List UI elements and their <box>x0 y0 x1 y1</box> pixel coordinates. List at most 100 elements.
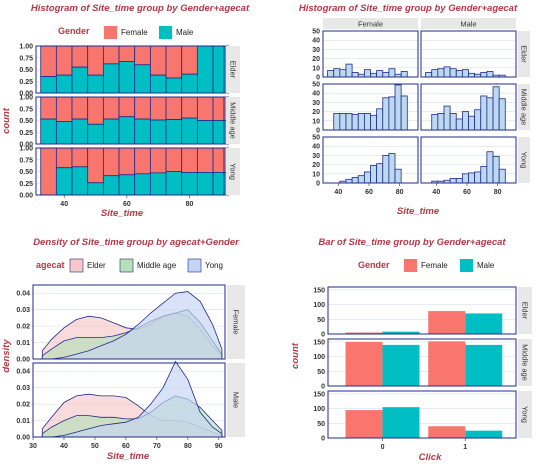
chart-1-x-tick-label: 60 <box>123 201 131 208</box>
chart-2-panel-middle-age-female-y-tick-label: 40 <box>312 91 320 98</box>
chart-3-panel-female-y-tick-label: 0.02 <box>16 324 30 331</box>
chart-2-panel-yong-female-y-tick-label: 0 <box>316 181 320 188</box>
bar-female <box>40 96 57 120</box>
chart-2-row-middle-age-strip-label: Middle age <box>520 89 529 126</box>
bar-female <box>181 96 198 119</box>
histogram-bar <box>480 95 488 131</box>
histogram-bar <box>461 69 469 78</box>
histogram-bar <box>382 72 390 78</box>
chart-2-panel-middle-age-female-y-tick-label: 20 <box>312 109 320 116</box>
chart-4-panel-yong-y-tick-label: 50 <box>317 421 325 428</box>
chart-3-legend: agecat Elder Middle age Yong <box>36 258 223 273</box>
histogram-bar <box>474 109 482 131</box>
bar-male <box>149 74 167 94</box>
chart-1-x-tick-label: 40 <box>60 201 68 208</box>
chart-3-panel-female-strip <box>227 285 245 359</box>
histogram-bar <box>474 171 482 184</box>
bar-male <box>55 121 73 145</box>
density-area-yong <box>42 291 223 360</box>
bar-female <box>181 45 198 75</box>
chart-2-column-female-strip <box>323 18 418 29</box>
chart-3-legend-swatch-middle-age <box>119 258 134 273</box>
bar-female <box>149 147 167 174</box>
chart-2: Histogram of Site_time group by Gender+a… <box>299 3 530 217</box>
histogram-bar <box>431 69 439 78</box>
bar-female <box>71 147 89 168</box>
chart-3-panel-male-y-tick-label: 0.00 <box>16 435 30 442</box>
bar-female <box>118 147 136 176</box>
bar-male <box>87 182 104 196</box>
bar-male <box>196 172 214 196</box>
chart-3-legend-swatch-yong <box>187 258 202 273</box>
chart-4-panel-elder-y-tick-label: 50 <box>317 317 325 324</box>
chart-3-panel-female-frame <box>32 284 226 360</box>
bar-male <box>149 172 167 196</box>
histogram-bar <box>443 105 451 131</box>
bar-male <box>149 119 167 145</box>
bar-female <box>87 45 104 76</box>
histogram-bar <box>376 70 384 78</box>
histogram-bar <box>437 68 445 78</box>
bar-male <box>87 74 104 94</box>
bar-female <box>134 147 151 175</box>
chart-4-plot: 0 50 100 150 Elder 0 50 100 150 Middle age 0 50 100 1… <box>313 286 532 451</box>
bar-male <box>118 61 136 94</box>
chart-2-panel-yong-female-y-tick-label: 30 <box>312 153 320 160</box>
bar-male <box>465 344 503 386</box>
histogram-bar <box>455 70 463 78</box>
bar-male <box>165 171 183 196</box>
histogram-bar <box>363 113 371 131</box>
chart-1-panel-yong-y-tick-label: 0.25 <box>19 181 33 188</box>
chart-2-x-tick-label: 80 <box>396 189 404 196</box>
histogram-bar <box>492 86 500 131</box>
bar-male <box>465 313 503 334</box>
chart-3-panel-female-y-tick-label: 0.01 <box>16 340 30 347</box>
chart-1-panel-yong-frame <box>35 147 225 196</box>
histogram-bar <box>382 154 390 184</box>
chart-1-legend: Gender Female Male <box>58 26 194 39</box>
histogram-bar <box>468 72 476 78</box>
chart-2-panel-yong-female-y-tick-label: 10 <box>312 171 320 178</box>
chart-3-x-tick-label: 60 <box>122 443 130 450</box>
chart-4: Bar of Site_time group by Gender+agecat … <box>290 237 532 463</box>
chart-4-legend-swatch-female <box>404 259 417 272</box>
chart-1-panel-elder-y-tick-label: 1.00 <box>19 44 33 51</box>
histogram-bar <box>333 113 341 131</box>
histogram-bar <box>351 72 359 78</box>
chart-4-panel-yong-frame <box>327 390 517 439</box>
chart-1-legend-label-female: Female <box>121 28 148 37</box>
chart-1-panel-yong-strip <box>226 148 240 195</box>
bar-female <box>428 311 466 334</box>
chart-4-panel-elder-y-tick-label: 150 <box>313 287 325 294</box>
chart-2-plot: Female Male 0 10 20 30 40 50 Elder 0 10 20 30 40 50 Mid… <box>312 18 530 196</box>
chart-3-legend-label-middle-age: Middle age <box>137 261 177 270</box>
chart-3-y-axis-title: density <box>1 339 12 373</box>
bar-male <box>134 118 151 145</box>
chart-3-panel-male-frame <box>32 362 226 438</box>
chart-1-panel-middle-age-strip-label: Middle age <box>229 102 238 139</box>
histogram-bar <box>443 66 451 78</box>
chart-3-x-axis-title: Site_time <box>107 451 150 462</box>
histogram-bar <box>480 166 488 184</box>
bar-male <box>102 175 120 196</box>
chart-3: Density of Site_time group by agecat+Gen… <box>1 237 245 462</box>
chart-2-panel-yong-female-y-tick-label: 40 <box>312 144 320 151</box>
chart-4-panel-elder-y-tick-label: 0 <box>321 332 325 339</box>
chart-1-panel-elder-frame <box>35 45 225 94</box>
histogram-bar <box>449 177 457 184</box>
chart-4-legend-title: Gender <box>358 260 390 270</box>
histogram-bar <box>363 69 371 78</box>
chart-4-legend-swatch-male <box>460 259 473 272</box>
histogram-bar <box>370 72 378 78</box>
histogram-bar <box>339 113 347 131</box>
chart-4-panel-middle-age-y-tick-label: 0 <box>321 384 325 391</box>
bar-male <box>181 172 198 196</box>
histogram-bar <box>461 173 469 184</box>
chart-2-row-elder-strip-label: Elder <box>520 45 529 63</box>
bar-male <box>87 123 104 145</box>
chart-4-y-axis-title: count <box>290 342 301 369</box>
histogram-bar <box>431 113 439 131</box>
bar-male <box>382 331 420 334</box>
histogram-bar <box>345 178 353 184</box>
histogram-bar <box>400 71 408 78</box>
